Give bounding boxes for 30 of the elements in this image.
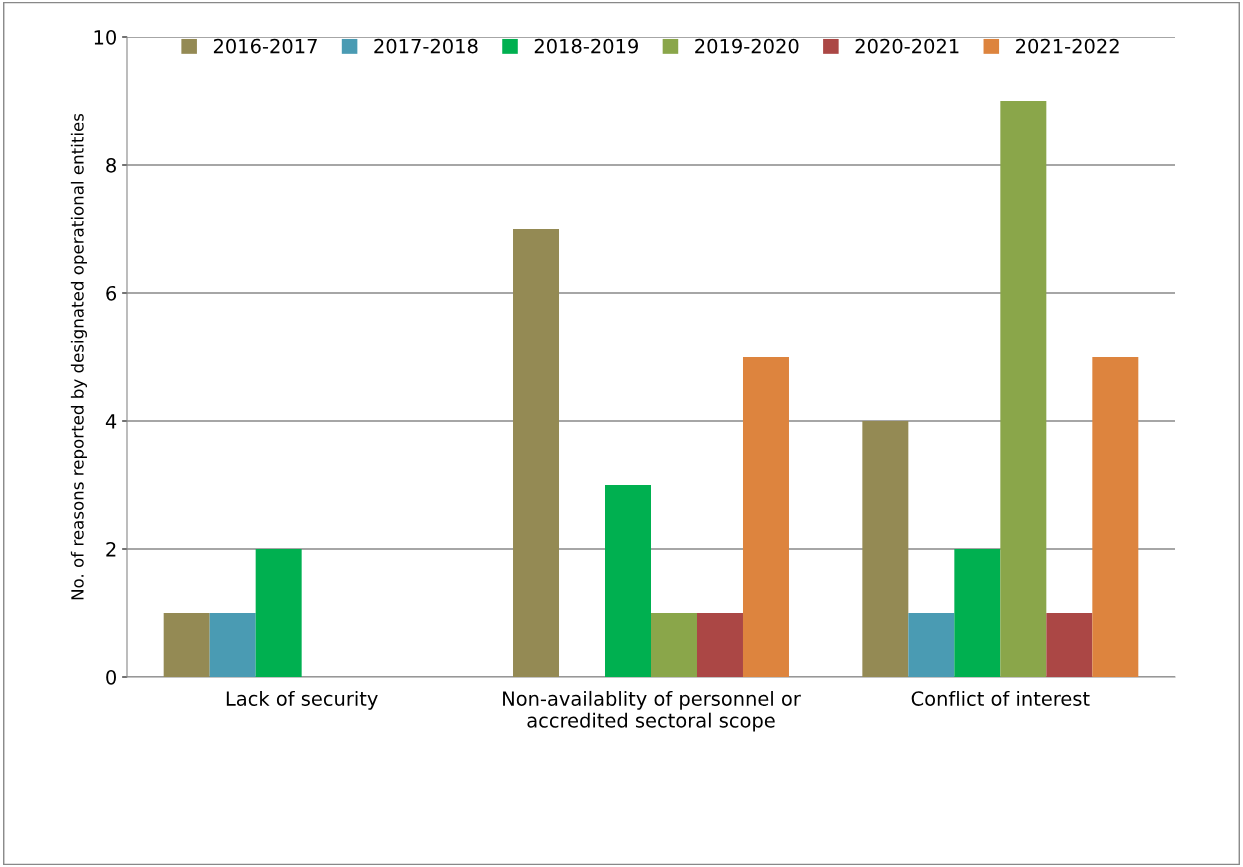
bar [255,549,302,677]
legend-label: 2020-2021 [855,38,959,54]
legend-label: 2019-2020 [695,38,799,54]
y-tick-label: 0 [106,669,116,685]
bar [954,549,1001,677]
bar [513,229,560,677]
legend-label: 2016-2017 [213,38,317,54]
bar [651,613,697,677]
bar [1092,357,1139,677]
legend-label: 2017-2018 [374,38,478,54]
bar [209,613,256,677]
y-tick-label: 8 [106,157,116,173]
bar [163,613,210,677]
bar [1046,613,1093,677]
x-tick-label: Conflict of interest [911,690,1090,706]
y-tick-label: 6 [106,285,117,301]
y-tick-label: 10 [94,29,116,45]
x-tick-label: Non-availablity of personnel or accredited sectoral scope [503,690,801,732]
bar [697,613,743,677]
y-tick-label: 4 [105,414,117,429]
x-tick-label: Lack of security [226,690,378,710]
y-axis-title: No. of reasons reported by designated operational entities [70,113,87,600]
bar [908,613,955,677]
bar [742,357,789,677]
y-tick-label: 2 [106,541,116,557]
bar [1000,101,1047,677]
bar [862,421,909,677]
legend-label: 2018-2019 [534,38,638,54]
bar [605,485,651,677]
legend-label: 2021-2022 [1016,38,1119,54]
